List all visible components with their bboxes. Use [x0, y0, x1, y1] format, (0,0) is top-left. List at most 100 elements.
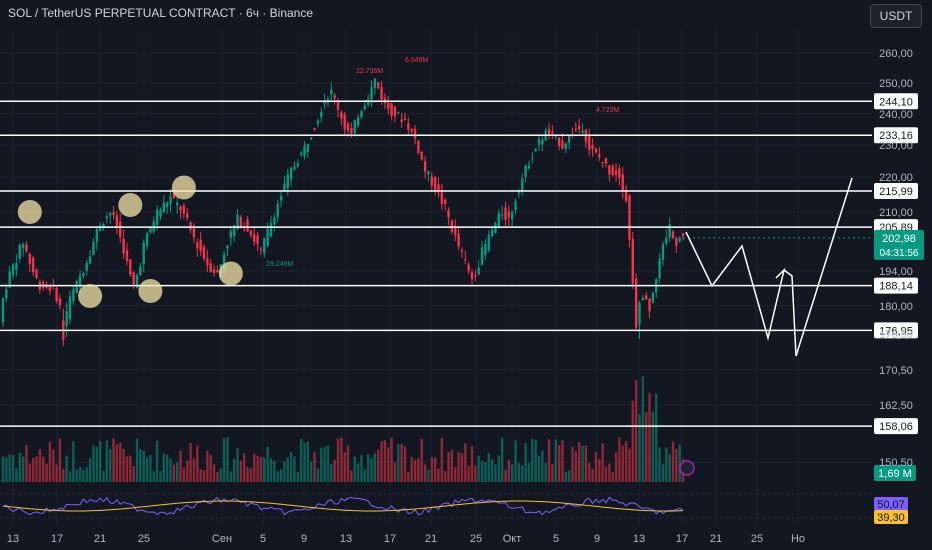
volume-bar [8, 454, 11, 482]
candle-body [283, 183, 286, 191]
volume-bar [259, 456, 263, 482]
circle-marker [78, 284, 103, 308]
volume-annotation: 29.249M [266, 261, 293, 268]
candle-body [129, 259, 132, 275]
volume-bar [226, 437, 229, 482]
volume-bar [507, 459, 511, 482]
level-label: 158,06 [879, 421, 913, 433]
candle-body [209, 263, 212, 272]
candle-body [460, 249, 464, 252]
volume-bar [447, 452, 450, 482]
volume-bar [28, 463, 31, 482]
candle-body [608, 165, 611, 175]
x-tick-label: 9 [301, 533, 307, 545]
x-tick-label: 17 [676, 533, 688, 545]
candle-body [614, 169, 618, 175]
volume-bar [299, 438, 303, 482]
volume-bar [454, 467, 457, 482]
volume-bar [303, 442, 306, 482]
volume-bar [21, 456, 25, 482]
volume-bar [457, 452, 460, 482]
volume-bar [450, 449, 454, 482]
candle-body [5, 289, 8, 299]
volume-bar [336, 438, 340, 482]
volume-bar [239, 460, 243, 482]
volume-bar [658, 447, 661, 482]
candle-body [52, 284, 55, 286]
volume-bar [484, 462, 487, 482]
volume-bar [497, 455, 500, 482]
volume-bar [256, 455, 259, 482]
volume-bar [651, 411, 655, 482]
volume-bar [524, 442, 527, 482]
volume-bar [145, 457, 149, 482]
candle-body [423, 161, 427, 172]
volume-bar [269, 458, 273, 482]
volume-bar [105, 440, 109, 482]
volume-bar [645, 412, 648, 482]
volume-bar [266, 446, 269, 482]
level-label-box [874, 277, 918, 294]
candle-body [641, 297, 645, 301]
candle-body [105, 216, 109, 219]
volume-bar [149, 455, 152, 482]
volume-bar [634, 380, 638, 482]
volume-bar [551, 463, 554, 482]
x-tick-label: 21 [425, 533, 437, 545]
y-tick-label: 210,00 [879, 207, 913, 219]
candle-body [507, 211, 511, 218]
candle-body [142, 242, 145, 265]
candle-body [668, 224, 671, 238]
volume-bar [296, 471, 299, 482]
volume-bar [578, 442, 581, 482]
candle-body [216, 270, 219, 273]
volume-bar [95, 446, 98, 482]
volume-bar [400, 443, 403, 482]
volume-label: 1,69 M [878, 468, 912, 480]
candle-body [514, 201, 517, 211]
volume-bar [581, 445, 584, 482]
level-label: 188,14 [879, 281, 913, 293]
candle-body [48, 285, 52, 291]
volume-bar [219, 468, 222, 482]
osc-label: 39,30 [877, 512, 905, 524]
volume-bar [624, 441, 628, 482]
volume-bar [35, 456, 38, 482]
volume-bar [500, 437, 504, 482]
volume-bar [534, 439, 537, 482]
volume-bar [557, 445, 561, 482]
candle-body [269, 222, 273, 237]
volume-bar [377, 449, 380, 482]
volume-bar [397, 444, 400, 482]
candle-body [524, 165, 527, 177]
osc-label-box [874, 497, 908, 511]
x-tick-label: Сен [212, 533, 232, 545]
volume-bar [366, 454, 370, 482]
volume-bar [547, 439, 551, 482]
candle-body [420, 151, 423, 160]
volume-annotation: 22.736M [356, 68, 383, 75]
candle-body [55, 288, 58, 302]
volume-bar [109, 448, 112, 482]
volume-bar [216, 471, 219, 482]
volume-bar [15, 467, 18, 482]
x-tick-label: 5 [260, 533, 266, 545]
x-tick-label: 13 [7, 533, 19, 545]
volume-bar [561, 440, 564, 482]
candle-body [511, 211, 514, 220]
volume-bar [594, 451, 598, 482]
volume-bar [621, 445, 624, 482]
candle-body [306, 143, 310, 153]
currency-button[interactable]: USDT [870, 4, 922, 28]
candle-body [634, 278, 638, 328]
candle-body [594, 149, 598, 153]
volume-bar [517, 463, 521, 482]
volume-bar [246, 466, 249, 482]
volume-bar [313, 452, 316, 482]
candle-body [403, 118, 407, 120]
candle-body [433, 177, 437, 191]
candle-body [58, 298, 62, 306]
candle-body [527, 165, 531, 169]
level-label-box [874, 93, 918, 110]
